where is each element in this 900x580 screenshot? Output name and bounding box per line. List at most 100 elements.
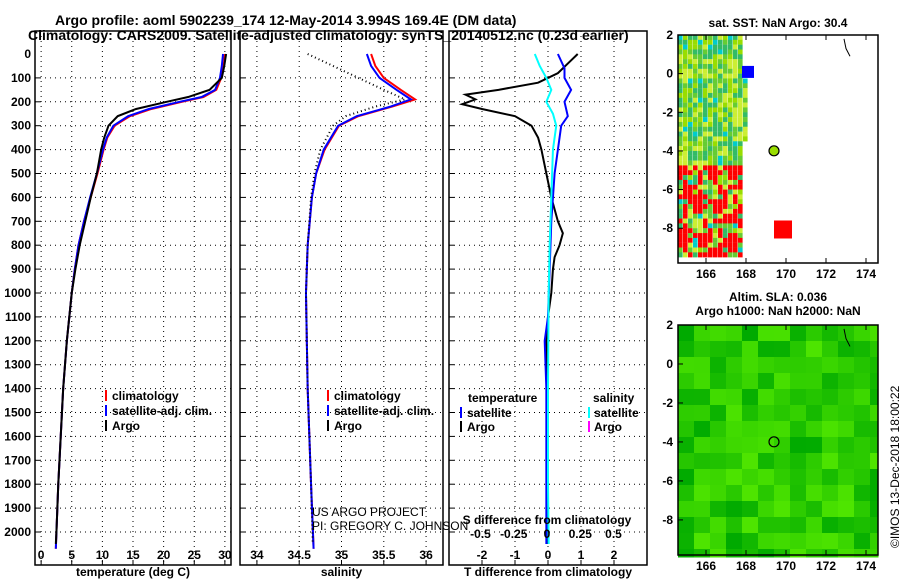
sst-cell xyxy=(683,136,688,142)
sst-cell xyxy=(728,170,733,176)
sst-cell xyxy=(683,199,688,205)
y-tick-label: 1100 xyxy=(5,310,31,324)
sst-cell xyxy=(733,213,738,219)
sla-cell xyxy=(782,429,791,438)
sla-cell xyxy=(702,357,711,366)
sla-cell xyxy=(806,397,815,406)
sla-cell xyxy=(742,469,751,478)
sla-cell xyxy=(718,461,727,470)
sst-cell xyxy=(723,175,728,181)
sst-cell xyxy=(708,39,713,45)
sla-cell xyxy=(790,397,799,406)
sst-cell xyxy=(728,117,733,123)
sla-cell xyxy=(838,461,847,470)
sst-cell xyxy=(718,165,723,171)
sst-cell xyxy=(738,155,743,161)
sla-cell xyxy=(750,397,759,406)
sst-cell xyxy=(693,44,698,50)
sst-cell xyxy=(688,184,693,190)
sst-cell xyxy=(743,97,748,103)
sla-cell xyxy=(790,341,799,350)
sla-cell xyxy=(718,325,727,334)
sst-cell xyxy=(688,88,693,94)
sst-cell xyxy=(693,59,698,65)
sla-cell xyxy=(854,509,863,518)
sla-cell xyxy=(766,365,775,374)
sla-cell xyxy=(862,485,871,494)
sla-cell xyxy=(758,349,767,358)
sst-cell xyxy=(718,199,723,205)
sla-cell xyxy=(870,349,879,358)
sla-cell xyxy=(790,477,799,486)
sst-cell xyxy=(698,78,703,84)
sst-cell xyxy=(698,247,703,253)
y-tick-label: 600 xyxy=(11,190,31,204)
sla-cell xyxy=(862,333,871,342)
sla-cell xyxy=(766,501,775,510)
sst-cell xyxy=(683,237,688,243)
x2-tick-label: 0.25 xyxy=(569,527,593,541)
sla-cell xyxy=(790,333,799,342)
sla-cell xyxy=(718,365,727,374)
sla-cell xyxy=(774,517,783,526)
sst-cell xyxy=(738,165,743,171)
sst-cell xyxy=(728,121,733,127)
sla-cell xyxy=(678,541,687,550)
sst-cell xyxy=(678,68,683,74)
sla-cell xyxy=(734,549,743,558)
sst-cell xyxy=(698,54,703,60)
sla-cell xyxy=(686,389,695,398)
sla-cell xyxy=(862,421,871,430)
sla-cell xyxy=(838,533,847,542)
sla-cell xyxy=(686,453,695,462)
sla-cell xyxy=(846,477,855,486)
sla-cell xyxy=(814,445,823,454)
sst-cell xyxy=(713,54,718,60)
sla-cell xyxy=(870,389,879,398)
x-tick-label: 15 xyxy=(126,548,140,562)
sst-cell xyxy=(698,242,703,248)
map-subtitle: Argo h1000: NaN h2000: NaN xyxy=(695,304,860,318)
sst-cell xyxy=(708,223,713,229)
sst-cell xyxy=(723,218,728,224)
sst-cell xyxy=(718,141,723,147)
sst-cell xyxy=(723,165,728,171)
sst-cell xyxy=(733,92,738,98)
sst-cell xyxy=(723,97,728,103)
sla-cell xyxy=(702,493,711,502)
sla-cell xyxy=(774,397,783,406)
sla-cell xyxy=(758,357,767,366)
x-tick-label: 168 xyxy=(736,267,756,281)
sla-cell xyxy=(814,397,823,406)
sla-cell xyxy=(734,397,743,406)
sla-cell xyxy=(830,469,839,478)
sst-cell xyxy=(723,233,728,239)
sst-cell xyxy=(703,54,708,60)
title-line-1: Argo profile: aoml 5902239_174 12-May-20… xyxy=(55,12,517,28)
sla-cell xyxy=(870,325,879,334)
sla-cell xyxy=(782,397,791,406)
sst-cell xyxy=(678,218,683,224)
sla-cell xyxy=(718,453,727,462)
sla-cell xyxy=(742,413,751,422)
sla-cell xyxy=(790,357,799,366)
sst-cell xyxy=(683,54,688,60)
sst-cell xyxy=(723,141,728,147)
sst-cell xyxy=(693,78,698,84)
sst-cell xyxy=(708,252,713,258)
sla-cell xyxy=(726,469,735,478)
sst-cell xyxy=(698,199,703,205)
sla-cell xyxy=(766,541,775,550)
sst-cell xyxy=(723,237,728,243)
sla-cell xyxy=(838,469,847,478)
sla-cell xyxy=(790,453,799,462)
sla-cell xyxy=(870,437,879,446)
sla-cell xyxy=(686,533,695,542)
sla-cell xyxy=(694,413,703,422)
sla-cell xyxy=(806,429,815,438)
sla-cell xyxy=(782,533,791,542)
sst-cell xyxy=(708,213,713,219)
sst-cell xyxy=(703,199,708,205)
sla-cell xyxy=(790,325,799,334)
sla-cell xyxy=(830,405,839,414)
